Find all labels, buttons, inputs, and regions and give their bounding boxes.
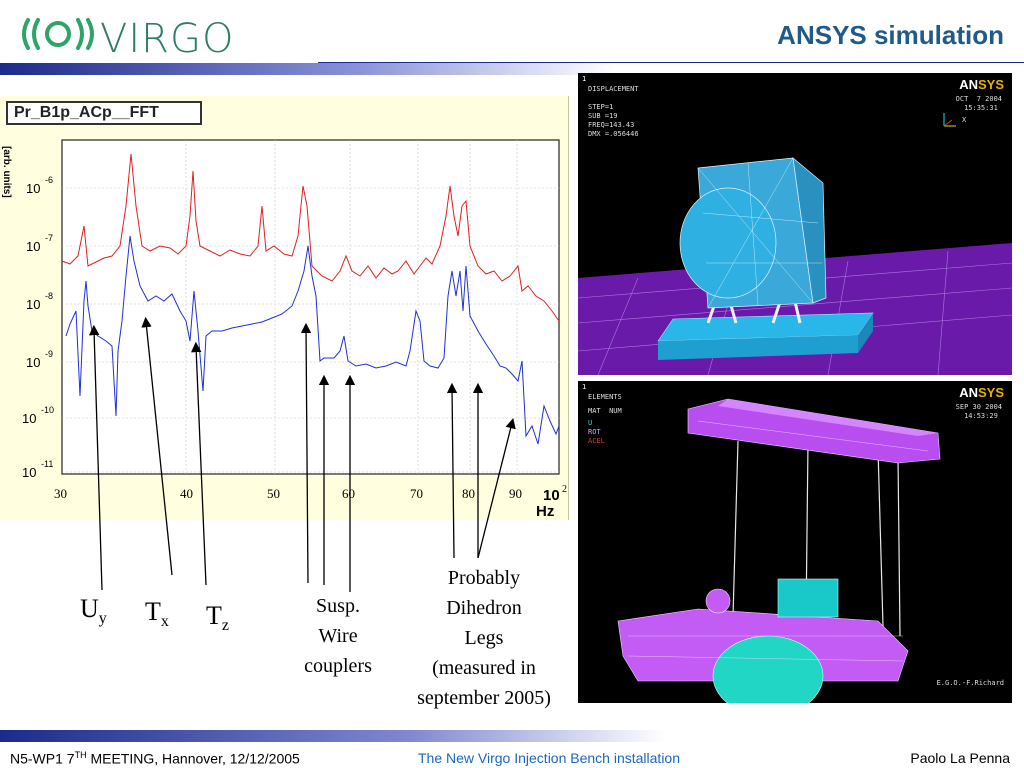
y-tick-exponent: -9: [45, 349, 53, 359]
label-susp-wire-couplers: Susp. Wire couplers: [304, 595, 372, 677]
panel-index: 1: [582, 383, 587, 391]
upper-spectrum-trace: [61, 153, 560, 322]
bench-mesh: [627, 420, 929, 662]
x-tick-label: 40: [180, 486, 193, 501]
y-tick-label: 10: [26, 239, 40, 254]
payload-box-side: [792, 157, 827, 304]
bench-base-front: [658, 335, 858, 360]
bench-box: [777, 578, 839, 618]
x-tick-label: 70: [410, 486, 423, 501]
panel-index: 1: [582, 75, 587, 83]
bench-base-side: [858, 313, 873, 353]
y-tick-exponent: -11: [41, 459, 53, 469]
label-dihedron-legs: Probably Dihedron Legs (measured in sept…: [417, 567, 551, 709]
ansys-logo: ANSYS: [959, 385, 1004, 400]
spectrum-plot: 10 -6 10 -7 10 -8 10 -9 10 -10 10 -11 [a…: [1, 139, 567, 520]
y-tick-labels: 10 -6 10 -7 10 -8 10 -9 10 -10 10 -11: [22, 175, 54, 480]
virgo-logo-icon: [18, 14, 100, 59]
axis-x-label: X: [962, 116, 967, 124]
y-tick-label: 10: [26, 297, 40, 312]
footer-gradient-bar: [0, 730, 1024, 742]
x-tick-label: 80: [462, 486, 475, 501]
payload-cylinder: [679, 187, 777, 299]
label-uy: Uy: [80, 594, 107, 628]
x-tick-label: 50: [267, 486, 280, 501]
histogram-title-box: Pr_B1p_ACp__FFT: [6, 101, 202, 125]
x-tick-label: 10: [543, 487, 560, 504]
x-axis-unit: Hz: [536, 503, 554, 520]
x-tick-label: 90: [509, 486, 522, 501]
legend-rot: ROT: [588, 428, 601, 436]
y-tick-label: 10: [22, 411, 36, 426]
elements-title: ELEMENTS: [588, 393, 622, 401]
page-title: ANSYS simulation: [777, 20, 1004, 50]
y-tick-exponent: -8: [45, 291, 53, 301]
mat-num-label: MAT NUM: [588, 407, 622, 415]
legend-acel: ACEL: [588, 437, 605, 445]
x-tick-exponent: 2: [562, 484, 567, 495]
label-tz: Tz: [206, 601, 229, 635]
header-gradient-bar: [0, 62, 1024, 75]
footer-author: Paolo La Penna: [910, 750, 1010, 766]
y-tick-exponent: -7: [45, 233, 53, 243]
x-tick-labels: 30 40 50 60 70 80 90 10 2: [54, 484, 567, 504]
x-tick-label: 30: [54, 486, 67, 501]
y-tick-label: 10: [26, 181, 40, 196]
ansys-logo: ANSYS: [959, 77, 1004, 92]
x-tick-label: 60: [342, 486, 355, 501]
y-tick-exponent: -10: [41, 405, 54, 415]
payload-mesh: [697, 157, 822, 309]
timestamp: OCT 7 2004 15:35:31: [955, 95, 1002, 112]
axis-triad-icon: [940, 111, 964, 134]
credit-text: E.G.O.-F.Richard: [936, 679, 1004, 687]
upper-frame-top: [718, 399, 938, 436]
label-tx: Tx: [145, 597, 169, 631]
logo-text: VIRGO: [100, 16, 235, 62]
footer-presentation-title: The New Virgo Injection Bench installati…: [418, 750, 681, 766]
displacement-info: DISPLACEMENT STEP=1 SUB =19 FREQ=143.43 …: [588, 85, 639, 138]
y-tick-label: 10: [22, 465, 36, 480]
y-tick-label: 10: [26, 355, 40, 370]
bench-knob: [705, 588, 731, 614]
timestamp: SEP 30 2004 14:53:29: [955, 403, 1002, 420]
ansys-displacement-panel: 1 DISPLACEMENT STEP=1 SUB =19 FREQ=143.4…: [578, 73, 1012, 375]
y-axis-unit: [arb. units]: [1, 146, 12, 198]
y-tick-exponent: -6: [45, 175, 53, 185]
legend-u: U: [588, 419, 593, 427]
plot-area: [61, 139, 560, 475]
footer-meeting: N5-WP1 7TH MEETING, Hannover, 12/12/2005: [10, 750, 300, 767]
ansys-elements-panel: 1 ELEMENTS MAT NUM U ROT ACEL ANSYS SEP …: [578, 381, 1012, 703]
lower-spectrum-trace: [65, 235, 560, 445]
